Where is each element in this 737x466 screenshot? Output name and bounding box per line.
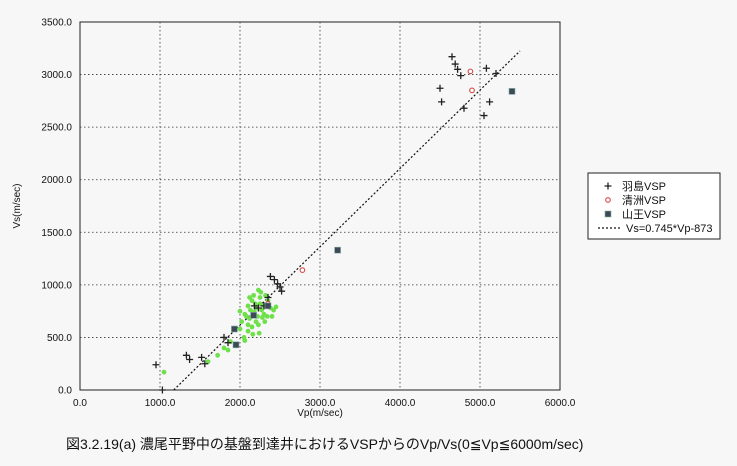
data-point-square <box>334 246 341 254</box>
background-point <box>256 322 261 328</box>
x-tick-label: 2000.0 <box>225 398 256 409</box>
figure-caption: 図3.2.19(a) 濃尾平野中の基盤到達井におけるVSPからのVp/Vs(0≦… <box>66 436 583 452</box>
data-point-square <box>264 302 272 310</box>
background-point <box>161 369 167 375</box>
x-tick-label: 1000.0 <box>145 398 176 409</box>
series-points-layer <box>152 53 516 394</box>
data-point-plus <box>152 361 160 369</box>
data-point-circle <box>299 267 306 273</box>
data-point-plus <box>276 283 284 291</box>
y-tick-label: 0.0 <box>58 386 72 397</box>
background-point <box>262 319 268 325</box>
data-point-plus <box>198 353 206 361</box>
legend-label: 山王VSP <box>622 208 666 221</box>
legend-marker-square <box>604 210 612 218</box>
data-point-square <box>232 341 240 349</box>
y-tick-label: 500.0 <box>47 333 72 344</box>
data-point-plus <box>448 53 456 61</box>
fit-line-layer <box>173 50 521 391</box>
background-point <box>256 330 262 336</box>
background-point <box>258 289 264 295</box>
background-point <box>251 292 256 298</box>
data-point-plus <box>250 302 258 310</box>
data-point-plus <box>182 351 190 359</box>
data-point-square <box>250 312 257 319</box>
background-point <box>245 328 251 334</box>
data-point-plus <box>460 104 468 112</box>
background-point <box>237 308 243 314</box>
data-point-plus <box>438 98 446 106</box>
y-tick-label: 3000.0 <box>41 70 72 81</box>
data-point-plus <box>486 98 494 106</box>
background-point <box>215 352 221 358</box>
y-tick-label: 2500.0 <box>41 123 72 134</box>
x-tick-label: 3000.0 <box>305 398 336 409</box>
data-point-plus <box>454 65 462 73</box>
background-point <box>205 359 211 365</box>
background-point <box>237 326 243 332</box>
legend-marker-circle <box>605 197 611 203</box>
data-point-plus <box>254 304 262 312</box>
data-point-plus <box>158 386 166 394</box>
y-tick-label: 1500.0 <box>41 228 72 239</box>
y-tick-label: 3500.0 <box>41 18 72 29</box>
background-point <box>259 307 264 313</box>
legend-label: Vs=0.745*Vp-873 <box>626 223 713 235</box>
data-point-plus <box>436 84 444 92</box>
x-tick-label: 5000.0 <box>465 398 496 409</box>
background-point <box>273 304 279 310</box>
data-point-plus <box>270 276 278 284</box>
x-tick-label: 4000.0 <box>385 398 416 409</box>
data-point-circle <box>467 68 474 75</box>
data-point-plus <box>451 60 459 68</box>
background-point <box>269 314 275 319</box>
legend-marker-plus <box>604 182 612 190</box>
background-point <box>264 314 270 319</box>
data-point-circle <box>469 87 475 94</box>
data-point-square <box>231 325 238 333</box>
y-tick-label: 2000.0 <box>41 175 72 186</box>
data-point-plus <box>186 356 194 364</box>
background-point <box>249 324 255 330</box>
data-point-plus <box>264 293 272 301</box>
x-axis-title: Vp(m/sec) <box>297 408 343 419</box>
background-point <box>248 307 253 313</box>
fit-line <box>173 50 521 391</box>
legend-label: 清洲VSP <box>622 194 666 207</box>
background-point <box>239 319 245 325</box>
data-point-plus <box>457 72 465 80</box>
background-point <box>247 295 253 300</box>
data-point-plus <box>224 339 232 347</box>
background-point <box>263 292 268 298</box>
background-point <box>221 345 227 351</box>
background-point <box>257 295 263 300</box>
background-point <box>225 347 231 353</box>
y-axis-title: Vs(m/sec) <box>12 184 23 229</box>
background-point <box>245 322 251 328</box>
x-tick-label: 0.0 <box>73 398 87 409</box>
data-point-plus <box>492 70 500 78</box>
data-point-plus <box>220 333 228 341</box>
data-point-plus <box>482 64 490 72</box>
data-point-plus <box>480 112 488 120</box>
tick-labels: 0.0 1000.0 2000.0 3000.0 4000.0 5000.0 6000.0 0… <box>41 18 575 410</box>
background-point <box>245 303 251 309</box>
legend-label: 羽島VSP <box>622 179 666 193</box>
data-point-plus <box>266 272 274 280</box>
background-point <box>242 338 248 343</box>
y-tick-label: 1000.0 <box>41 280 72 291</box>
data-point-plus <box>278 287 286 295</box>
data-point-square <box>508 88 516 95</box>
grid-lines <box>80 22 560 390</box>
background-point <box>250 331 256 337</box>
data-point-plus <box>201 360 209 368</box>
x-tick-label: 6000.0 <box>545 398 576 409</box>
